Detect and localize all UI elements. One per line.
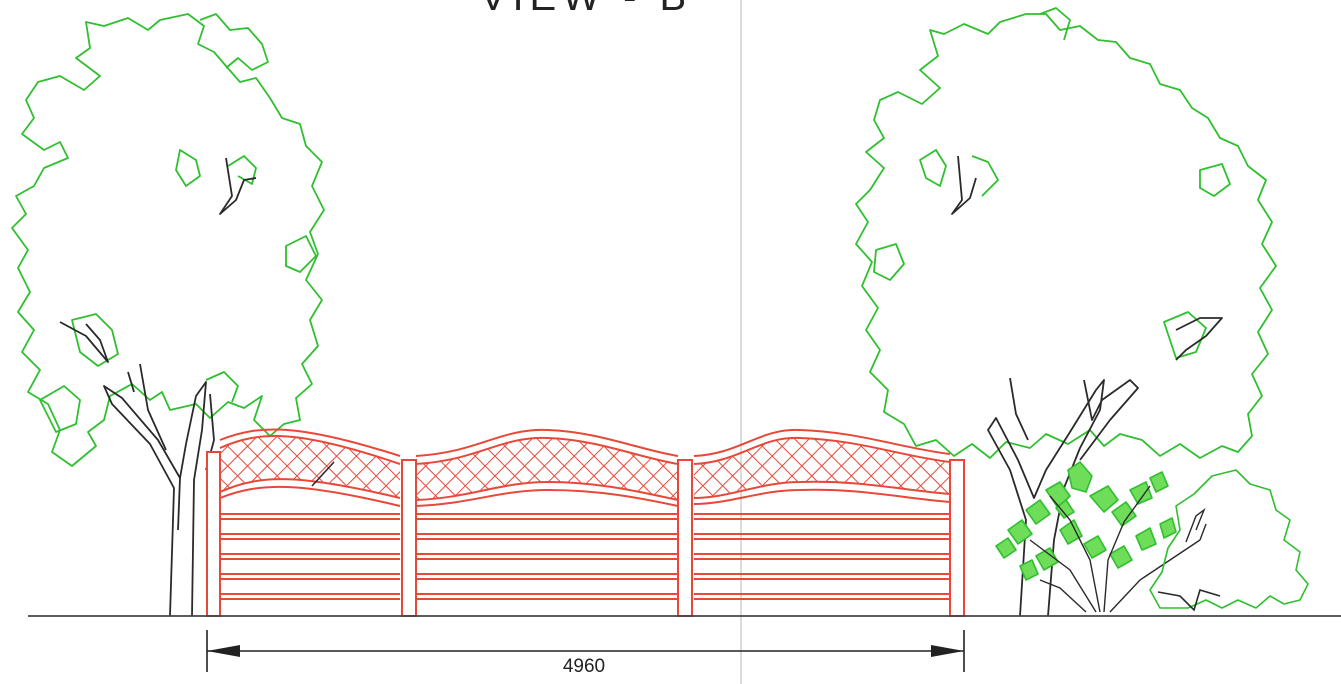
- lattice-panel-3: [693, 428, 951, 505]
- fence-post-1: [206, 451, 221, 617]
- lattice-panel-2: [415, 428, 679, 507]
- lattice-panel-1: [219, 428, 401, 507]
- shrub-icon: [1149, 469, 1309, 612]
- left-tree-icon: [11, 13, 325, 617]
- fence-posts: [206, 451, 965, 617]
- stray-trunk-line: [311, 461, 335, 487]
- left-tree-canopy: [11, 13, 325, 467]
- view-title: VIEW - B: [480, 0, 692, 19]
- dimension-value: 4960: [563, 656, 605, 677]
- fence-post-3: [677, 459, 693, 617]
- fence-boards: [219, 500, 951, 612]
- fence-post-2: [401, 459, 417, 617]
- fence-post-4: [949, 459, 965, 617]
- right-tree-canopy: [855, 7, 1277, 459]
- dimension-arrow-right-icon: [931, 645, 964, 657]
- fence-icon: [206, 428, 965, 617]
- dimension-arrow-left-icon: [207, 645, 240, 657]
- left-tree-trunk: [59, 157, 257, 617]
- fern-icon: [995, 461, 1207, 613]
- dimension-line: 4960: [206, 630, 965, 677]
